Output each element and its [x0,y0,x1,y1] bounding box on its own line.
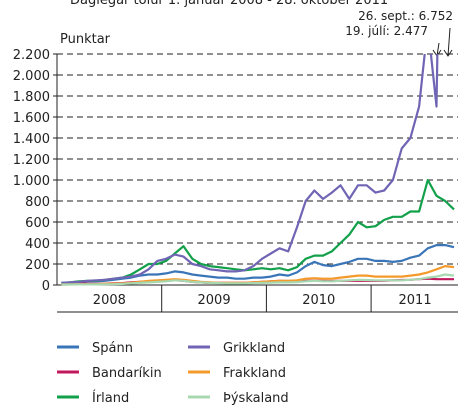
series-line [61,178,455,284]
x-tick-label: 2011 [399,293,432,308]
y-tick-label: 1.400 [13,132,50,147]
legend-label: Spánn [92,341,133,356]
y-tick-label: 1.800 [13,90,50,105]
subtitle: Daglegar tölur 1. janúar 2008 - 28. októ… [70,0,388,8]
annotation-arrow [443,27,453,57]
x-tick-label: 2009 [198,293,231,308]
y-tick-label: 800 [25,195,50,210]
y-tick-label: 2.200 [13,48,50,63]
legend-label: Frakkland [223,366,286,381]
y-tick-label: 200 [25,258,50,273]
legend-label: Grikkland [223,341,285,356]
x-tick-label: 2010 [302,293,335,308]
y-tick-label: 1.600 [13,111,50,126]
y-tick-label: 1.000 [13,174,50,189]
y-tick-label: 600 [25,216,50,231]
y-tick-label: 400 [25,237,50,252]
y-tick-label: 2.000 [13,69,50,84]
y-tick-label: 0 [42,279,50,294]
legend-label: Bandaríkin [92,366,162,381]
y-tick-label: 1.200 [13,153,50,168]
y-axis-label: Punktar [60,32,111,47]
series-line [61,54,439,284]
legend-label: Írland [92,390,129,406]
annotation: 26. sept.: 6.752 [358,9,453,23]
x-tick-label: 2008 [93,293,126,308]
legend-label: Þýskaland [223,391,289,406]
annotation: 19. júlí: 2.477 [345,24,428,38]
series-line [61,273,455,286]
series-group [61,54,455,286]
